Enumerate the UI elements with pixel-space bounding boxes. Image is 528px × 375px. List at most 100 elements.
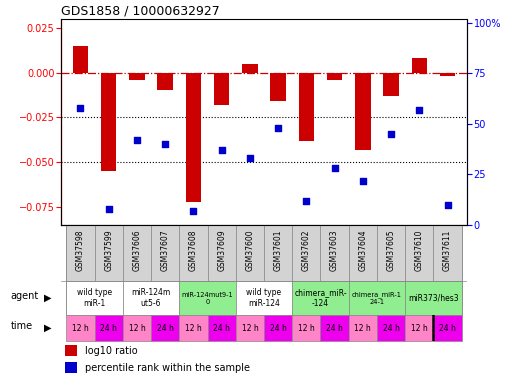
Bar [95,315,123,341]
Point [415,107,423,113]
Bar [264,315,292,341]
Text: GSM37610: GSM37610 [415,230,424,271]
Text: agent: agent [11,291,39,301]
Bar [292,315,320,341]
Bar [180,315,208,341]
Text: 12 h: 12 h [72,324,89,333]
Point [218,147,226,153]
Text: ▶: ▶ [44,293,51,303]
Bar [355,72,371,150]
Text: 24 h: 24 h [270,324,287,333]
Bar [123,225,151,281]
Text: 24 h: 24 h [157,324,174,333]
Point [302,198,310,204]
Bar [405,225,433,281]
Text: ▶: ▶ [44,323,51,333]
Text: GSM37611: GSM37611 [443,230,452,271]
Bar [129,72,145,80]
Text: wild type
miR-124: wild type miR-124 [247,288,281,308]
Bar [236,281,292,315]
Text: 24 h: 24 h [213,324,230,333]
Text: 24 h: 24 h [383,324,400,333]
Bar [405,281,461,315]
Bar [299,72,314,141]
Point [359,177,367,183]
Text: chimera_miR-1
24-1: chimera_miR-1 24-1 [352,291,402,305]
Point [189,208,197,214]
Text: miR-124mut9-1
0: miR-124mut9-1 0 [182,292,233,304]
Point [246,155,254,161]
Bar [180,225,208,281]
Text: miR-124m
ut5-6: miR-124m ut5-6 [131,288,171,308]
Text: GSM37605: GSM37605 [386,230,395,271]
Bar [433,225,461,281]
Text: percentile rank within the sample: percentile rank within the sample [85,363,250,373]
Bar [292,281,348,315]
Point [444,202,452,208]
Bar [236,225,264,281]
Point [133,137,141,143]
Text: 12 h: 12 h [241,324,258,333]
Text: 12 h: 12 h [298,324,315,333]
Bar [65,362,77,374]
Text: GSM37609: GSM37609 [217,230,226,271]
Bar [67,225,95,281]
Bar [292,225,320,281]
Bar [242,64,258,72]
Point [331,165,339,171]
Bar [383,72,399,96]
Bar [67,281,123,315]
Text: GSM37604: GSM37604 [359,230,367,271]
Text: 12 h: 12 h [354,324,371,333]
Text: GDS1858 / 10000632927: GDS1858 / 10000632927 [61,4,220,18]
Bar [411,58,427,72]
Bar [101,72,117,171]
Text: 12 h: 12 h [129,324,145,333]
Text: chimera_miR-
-124: chimera_miR- -124 [294,288,347,308]
Point [161,141,169,147]
Bar [348,315,377,341]
Text: GSM37601: GSM37601 [274,230,282,271]
Text: GSM37602: GSM37602 [302,230,311,271]
Bar [377,315,405,341]
Bar [65,345,77,356]
Bar [180,281,236,315]
Text: 12 h: 12 h [185,324,202,333]
Bar [214,72,229,105]
Bar [123,281,180,315]
Text: time: time [11,321,33,331]
Text: GSM37603: GSM37603 [330,230,339,271]
Bar [320,225,348,281]
Bar [67,315,95,341]
Bar [236,315,264,341]
Bar [377,225,405,281]
Bar [151,225,180,281]
Bar [348,281,405,315]
Text: GSM37607: GSM37607 [161,230,169,271]
Bar [208,225,236,281]
Bar [270,72,286,101]
Text: 12 h: 12 h [411,324,428,333]
Text: miR373/hes3: miR373/hes3 [408,294,459,303]
Text: wild type
miR-1: wild type miR-1 [77,288,112,308]
Text: 24 h: 24 h [439,324,456,333]
Text: 24 h: 24 h [326,324,343,333]
Bar [440,72,455,76]
Text: GSM37598: GSM37598 [76,230,85,271]
Point [76,105,84,111]
Bar [327,72,342,80]
Point [105,206,113,212]
Bar [320,315,348,341]
Bar [95,225,123,281]
Bar [208,315,236,341]
Bar [151,315,180,341]
Bar [157,72,173,90]
Text: log10 ratio: log10 ratio [85,346,138,356]
Bar [123,315,151,341]
Text: GSM37606: GSM37606 [133,230,142,271]
Bar [73,46,88,72]
Point [387,131,395,137]
Bar [433,315,461,341]
Bar [348,225,377,281]
Point [274,125,282,131]
